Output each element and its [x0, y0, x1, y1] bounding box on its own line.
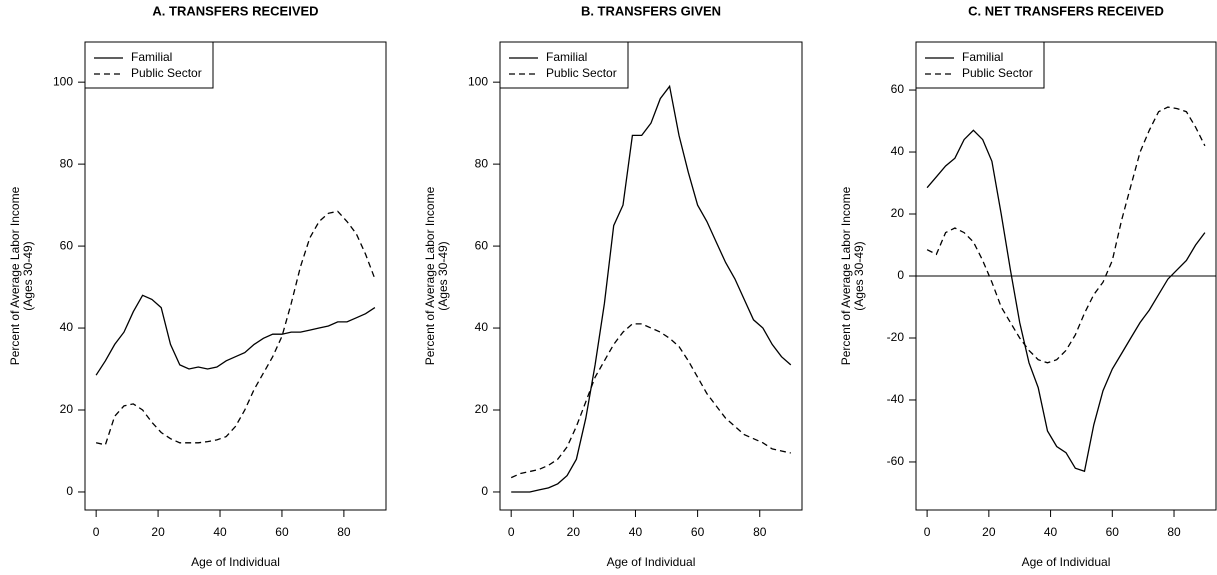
x-tick-label: 20 [151, 525, 165, 539]
x-axis-label: Age of Individual [1022, 555, 1111, 569]
x-axis-label: Age of Individual [607, 555, 696, 569]
y-tick-label: 40 [891, 144, 905, 158]
data-line [95, 294, 376, 376]
x-tick-label: 60 [275, 525, 289, 539]
y-tick-label: 80 [475, 156, 489, 170]
legend-label: Familial [546, 50, 587, 64]
legend-label: Public Sector [546, 66, 617, 80]
plot-frame [499, 41, 803, 511]
y-tick-label: 0 [66, 484, 73, 498]
legend-label: Public Sector [962, 66, 1033, 80]
data-line [95, 210, 376, 446]
y-tick-label: 0 [897, 268, 904, 282]
panel-title: C. NET TRANSFERS RECEIVED [968, 3, 1164, 18]
y-tick-label: -20 [887, 330, 905, 344]
legend: Familial Public Sector [84, 41, 214, 89]
legend-box [915, 41, 1045, 89]
y-axis-label: Percent of Average Labor Income [8, 186, 22, 365]
y-tick-label: 60 [60, 238, 74, 252]
plot-frame [84, 41, 387, 511]
y-tick-label: 20 [475, 402, 489, 416]
y-axis-label-note: (Ages 30-49) [21, 241, 35, 310]
x-tick-label: 60 [691, 525, 705, 539]
data-line [926, 129, 1206, 473]
x-tick-label: 20 [982, 525, 996, 539]
x-axis-label: Age of Individual [191, 555, 280, 569]
data-line [511, 84, 792, 493]
x-tick-label: 40 [213, 525, 227, 539]
y-tick-label: 0 [481, 484, 488, 498]
y-axis-label: Percent of Average Labor Income [839, 186, 853, 365]
x-tick-label: 0 [508, 525, 515, 539]
y-tick-label: -40 [887, 392, 905, 406]
y-tick-label: 60 [891, 82, 905, 96]
x-tick-label: 0 [93, 525, 100, 539]
y-axis-label-note: (Ages 30-49) [852, 241, 866, 310]
y-tick-label: 100 [53, 74, 73, 88]
y-tick-label: 20 [60, 402, 74, 416]
y-tick-label: -60 [887, 454, 905, 468]
data-line [510, 323, 791, 479]
y-tick-label: 40 [475, 320, 489, 334]
x-tick-label: 80 [337, 525, 351, 539]
legend-label: Public Sector [131, 66, 202, 80]
legend-box [84, 41, 214, 89]
legend-label: Familial [962, 50, 1003, 64]
x-tick-label: 20 [567, 525, 581, 539]
x-tick-label: 80 [753, 525, 767, 539]
legend: Familial Public Sector [499, 41, 629, 89]
y-tick-label: 80 [60, 156, 74, 170]
y-tick-label: 100 [468, 74, 488, 88]
x-tick-label: 60 [1106, 525, 1120, 539]
data-line [926, 106, 1206, 364]
legend-label: Familial [131, 50, 172, 64]
panel-title: B. TRANSFERS GIVEN [581, 3, 721, 18]
legend: Familial Public Sector [915, 41, 1045, 89]
y-axis-label-note: (Ages 30-49) [436, 241, 450, 310]
x-tick-label: 40 [629, 525, 643, 539]
panel-title: A. TRANSFERS RECEIVED [152, 3, 318, 18]
y-tick-label: 60 [475, 238, 489, 252]
legend-box [499, 41, 629, 89]
x-tick-label: 40 [1044, 525, 1058, 539]
y-axis-label: Percent of Average Labor Income [423, 186, 437, 365]
x-tick-label: 80 [1167, 525, 1181, 539]
x-tick-label: 0 [924, 525, 931, 539]
y-tick-label: 20 [891, 206, 905, 220]
y-tick-label: 40 [60, 320, 74, 334]
